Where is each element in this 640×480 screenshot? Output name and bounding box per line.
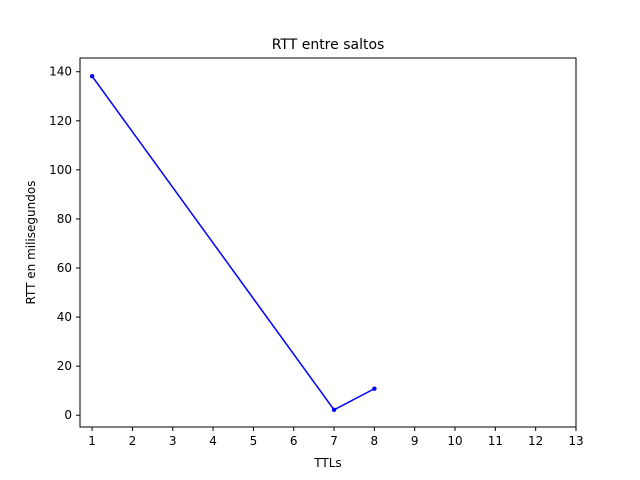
y-tick-label: 80 xyxy=(57,212,72,226)
x-tick-label: 8 xyxy=(371,434,379,448)
data-point xyxy=(331,407,337,413)
x-tick-label: 5 xyxy=(250,434,258,448)
y-tick-label: 100 xyxy=(49,163,72,177)
x-axis: 1 2 3 4 5 6 7 8 9 10 11 12 13 xyxy=(88,427,584,448)
y-tick-label: 60 xyxy=(57,261,72,275)
x-axis-label: TTLs xyxy=(313,456,341,470)
chart-title: RTT entre saltos xyxy=(272,37,385,53)
y-tick-label: 20 xyxy=(57,359,72,373)
x-tick-label: 12 xyxy=(528,434,543,448)
plot-frame xyxy=(79,57,577,428)
y-axis-label: RTT en milisegundos xyxy=(24,181,38,305)
x-tick-label: 7 xyxy=(330,434,338,448)
data-point xyxy=(372,386,377,391)
x-tick-label: 11 xyxy=(488,434,503,448)
y-tick-label: 0 xyxy=(64,408,72,422)
y-axis: 0 20 40 60 80 100 120 140 xyxy=(49,65,80,422)
x-tick-label: 1 xyxy=(88,434,96,448)
x-tick-label: 10 xyxy=(447,434,462,448)
y-tick-label: 40 xyxy=(57,310,72,324)
x-tick-label: 4 xyxy=(209,434,217,448)
x-tick-label: 6 xyxy=(290,434,298,448)
plot-area xyxy=(89,73,377,413)
y-tick-label: 140 xyxy=(49,65,72,79)
x-tick-label: 13 xyxy=(568,434,583,448)
x-tick-label: 2 xyxy=(129,434,137,448)
y-tick-label: 120 xyxy=(49,114,72,128)
data-point xyxy=(89,73,95,79)
x-tick-label: 9 xyxy=(411,434,419,448)
x-tick-label: 3 xyxy=(169,434,177,448)
